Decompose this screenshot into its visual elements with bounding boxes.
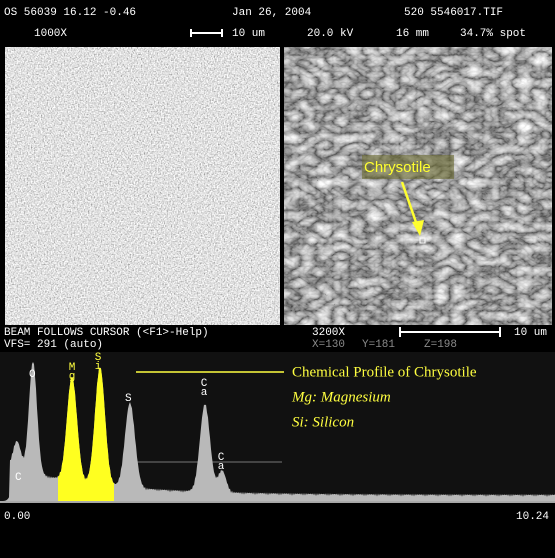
- peak-label: S: [125, 393, 132, 405]
- peak-label: O: [29, 369, 36, 381]
- scale-bar: [190, 29, 223, 37]
- peak-label: Ca: [215, 452, 227, 470]
- highlight-peak: [86, 367, 114, 501]
- micrograph-right: [284, 47, 552, 325]
- peak-label: C: [15, 472, 22, 484]
- header-text: 34.7% spot: [460, 28, 526, 40]
- status-text: X=130: [312, 339, 345, 351]
- legend-item: Si: Silicon: [292, 414, 354, 430]
- status-text: Z=198: [424, 339, 457, 351]
- highlight-peak: [58, 376, 86, 501]
- header-text: 1000X: [34, 28, 67, 40]
- header-text: 20.0 kV: [307, 28, 354, 40]
- legend-title: Chemical Profile of Chrysotile: [292, 364, 477, 380]
- spectrum-fill: [0, 362, 555, 501]
- axis-label: 0.00: [4, 511, 30, 523]
- axis-label: 10.24: [516, 511, 549, 523]
- callout-bg: [362, 155, 454, 179]
- callout: Chrysotile: [364, 159, 431, 176]
- legend-item: Mg: Magnesium: [291, 389, 391, 405]
- header-text: 10 um: [232, 28, 265, 40]
- header-text: OS 56039 16.12 -0.46: [4, 7, 136, 19]
- peak-label: Ca: [198, 378, 210, 396]
- micrograph-left: [5, 47, 280, 325]
- peak-label: Mg: [66, 362, 78, 381]
- scale-bar: [399, 327, 501, 337]
- status-text: VFS= 291 (auto): [4, 339, 103, 351]
- zoom-box: [5, 237, 93, 325]
- spectrum: [0, 362, 555, 501]
- status-text: Y=181: [362, 339, 395, 351]
- status-text: 3200X: [312, 327, 345, 339]
- spot-marker: [419, 237, 426, 244]
- header-text: Jan 26, 2004: [232, 7, 312, 19]
- peak-label: Si: [92, 352, 104, 370]
- callout-arrowhead: [412, 220, 424, 236]
- status-text: 10 um: [514, 327, 547, 339]
- status-text: BEAM FOLLOWS CURSOR (<F1>-Help): [4, 327, 209, 339]
- callout-arrow: [400, 181, 420, 229]
- header-text: 16 mm: [396, 28, 429, 40]
- header-text: 520 5546017.TIF: [404, 7, 503, 19]
